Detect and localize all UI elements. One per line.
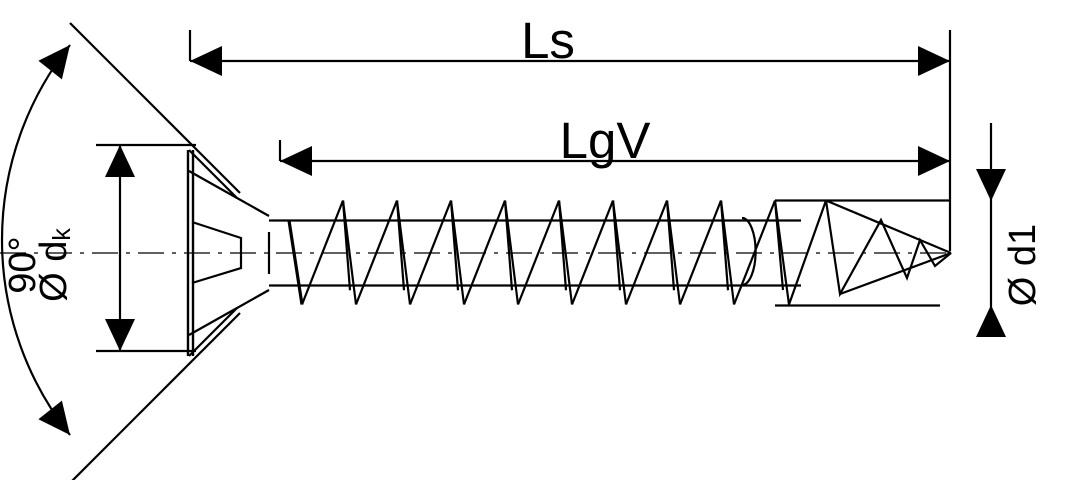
- svg-text:LgV: LgV: [560, 112, 651, 169]
- svg-text:Ls: Ls: [521, 12, 575, 69]
- svg-text:Ø d1: Ø d1: [1002, 224, 1044, 306]
